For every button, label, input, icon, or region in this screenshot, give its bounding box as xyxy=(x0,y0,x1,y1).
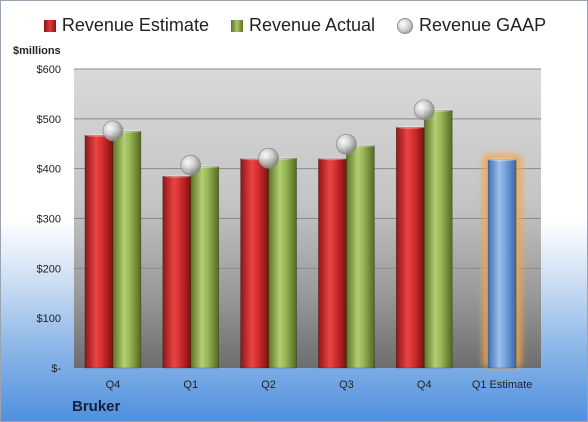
legend-swatch-estimate xyxy=(43,19,56,32)
point-revenue-gaap xyxy=(413,99,435,121)
x-tick-label: Q3 xyxy=(339,379,354,391)
y-tick-label: $- xyxy=(51,363,61,375)
bar-revenue-estimate xyxy=(395,125,425,369)
bar-revenue-actual xyxy=(423,108,453,369)
legend-label-gaap: Revenue GAAP xyxy=(419,15,547,35)
point-revenue-gaap xyxy=(102,120,124,142)
legend-swatch-actual xyxy=(230,19,243,32)
bar-revenue-actual xyxy=(112,129,142,369)
company-name: Bruker xyxy=(72,398,121,415)
bar-revenue-estimate-forecast xyxy=(487,158,517,369)
point-revenue-gaap xyxy=(258,147,279,169)
bar-revenue-estimate xyxy=(162,174,192,369)
y-tick-label: $200 xyxy=(37,263,61,275)
x-tick-label: Q2 xyxy=(261,379,276,391)
x-tick-label: Q1 xyxy=(183,379,198,391)
legend-label-actual: Revenue Actual xyxy=(248,15,376,35)
bar-revenue-estimate xyxy=(240,157,269,369)
legend-item-estimate: Revenue Estimate xyxy=(43,15,209,36)
legend: Revenue Estimate Revenue Actual Revenue … xyxy=(1,15,587,36)
legend-item-gaap: Revenue GAAP xyxy=(397,15,546,36)
y-tick-label: $400 xyxy=(37,164,61,176)
y-tick-label: $300 xyxy=(37,214,61,226)
y-axis-unit-label: $millions xyxy=(13,45,61,57)
legend-swatch-gaap xyxy=(397,17,414,34)
bar-revenue-actual xyxy=(190,165,220,369)
legend-item-actual: Revenue Actual xyxy=(230,15,376,36)
legend-label-estimate: Revenue Estimate xyxy=(61,15,209,35)
y-tick-label: $500 xyxy=(37,114,61,126)
y-tick-label: $600 xyxy=(37,64,61,76)
bar-revenue-actual xyxy=(268,156,297,369)
bar-revenue-actual xyxy=(346,144,375,369)
x-tick-label: Q4 xyxy=(417,379,432,391)
bar-revenue-estimate xyxy=(318,157,347,369)
bar-revenue-estimate xyxy=(84,133,114,369)
y-tick-label: $100 xyxy=(37,313,61,325)
x-tick-label: Q4 xyxy=(106,379,121,391)
point-revenue-gaap xyxy=(336,133,357,155)
point-revenue-gaap xyxy=(180,154,202,176)
x-tick-label: Q1 Estimate xyxy=(472,379,533,391)
